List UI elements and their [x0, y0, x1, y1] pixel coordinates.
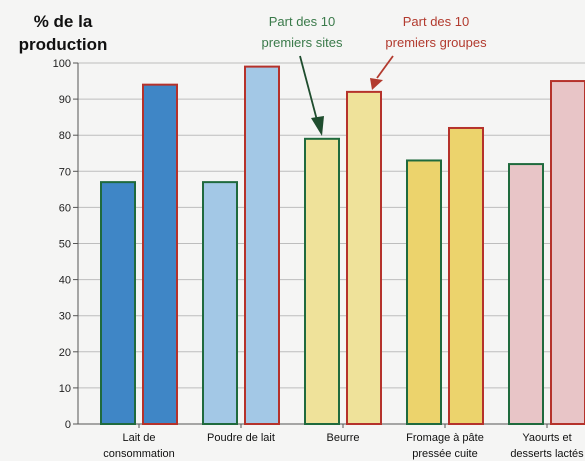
category-label-0-line2: consommation — [103, 448, 175, 460]
y-axis-label-line1: % de la — [34, 12, 93, 31]
ytick-label-100: 100 — [53, 58, 71, 70]
category-label-4-line2: desserts lactés — [510, 448, 584, 460]
ytick-label-30: 30 — [59, 311, 71, 323]
category-label-4-line1: Yaourts et — [522, 432, 571, 444]
annotation-sites-line2: premiers sites — [262, 35, 343, 50]
y-tick-labels: 0 10 20 30 40 50 60 70 80 90 100 — [53, 58, 71, 431]
bar-4-groupes — [550, 80, 585, 426]
bar-0-sites — [100, 181, 136, 425]
ytick-label-90: 90 — [59, 94, 71, 106]
annotation-groupes-line1: Part des 10 — [403, 14, 470, 29]
bar-3-sites — [406, 159, 442, 425]
annotation-groupes-arrowhead — [370, 78, 383, 90]
ytick-label-40: 40 — [59, 275, 71, 287]
bar-0-groupes — [142, 83, 178, 425]
ytick-label-10: 10 — [59, 383, 71, 395]
ytick-label-80: 80 — [59, 130, 71, 142]
category-label-0-line1: Lait de — [122, 432, 155, 444]
y-axis-label-line2: production — [19, 35, 108, 54]
bar-2-sites — [304, 137, 340, 425]
category-labels: Lait de consommation Poudre de lait Beurre F… — [103, 432, 584, 460]
annotation-sites-line1: Part des 10 — [269, 14, 336, 29]
bar-2-groupes — [346, 90, 382, 425]
category-label-2-line1: Beurre — [326, 432, 359, 444]
category-label-3-line1: Fromage à pâte — [406, 432, 484, 444]
ytick-label-60: 60 — [59, 202, 71, 214]
category-label-1-line1: Poudre de lait — [207, 432, 275, 444]
annotation-groupes-arrow — [376, 55, 394, 79]
bar-3-groupes — [448, 126, 484, 425]
ytick-label-70: 70 — [59, 166, 71, 178]
ytick-label-0: 0 — [65, 419, 71, 431]
annotation-sites: Part des 10 premiers sites — [262, 14, 343, 136]
annotation-sites-arrowhead — [311, 116, 324, 136]
bars — [100, 65, 585, 426]
annotation-groupes: Part des 10 premiers groupes — [370, 14, 487, 90]
category-label-3-line2: pressée cuite — [412, 448, 477, 460]
ytick-label-20: 20 — [59, 347, 71, 359]
bar-4-sites — [508, 163, 544, 426]
annotation-sites-arrow — [299, 55, 319, 125]
annotation-groupes-line2: premiers groupes — [385, 35, 487, 50]
ytick-label-50: 50 — [59, 239, 71, 251]
bar-1-groupes — [244, 65, 280, 426]
bar-1-sites — [202, 181, 238, 425]
